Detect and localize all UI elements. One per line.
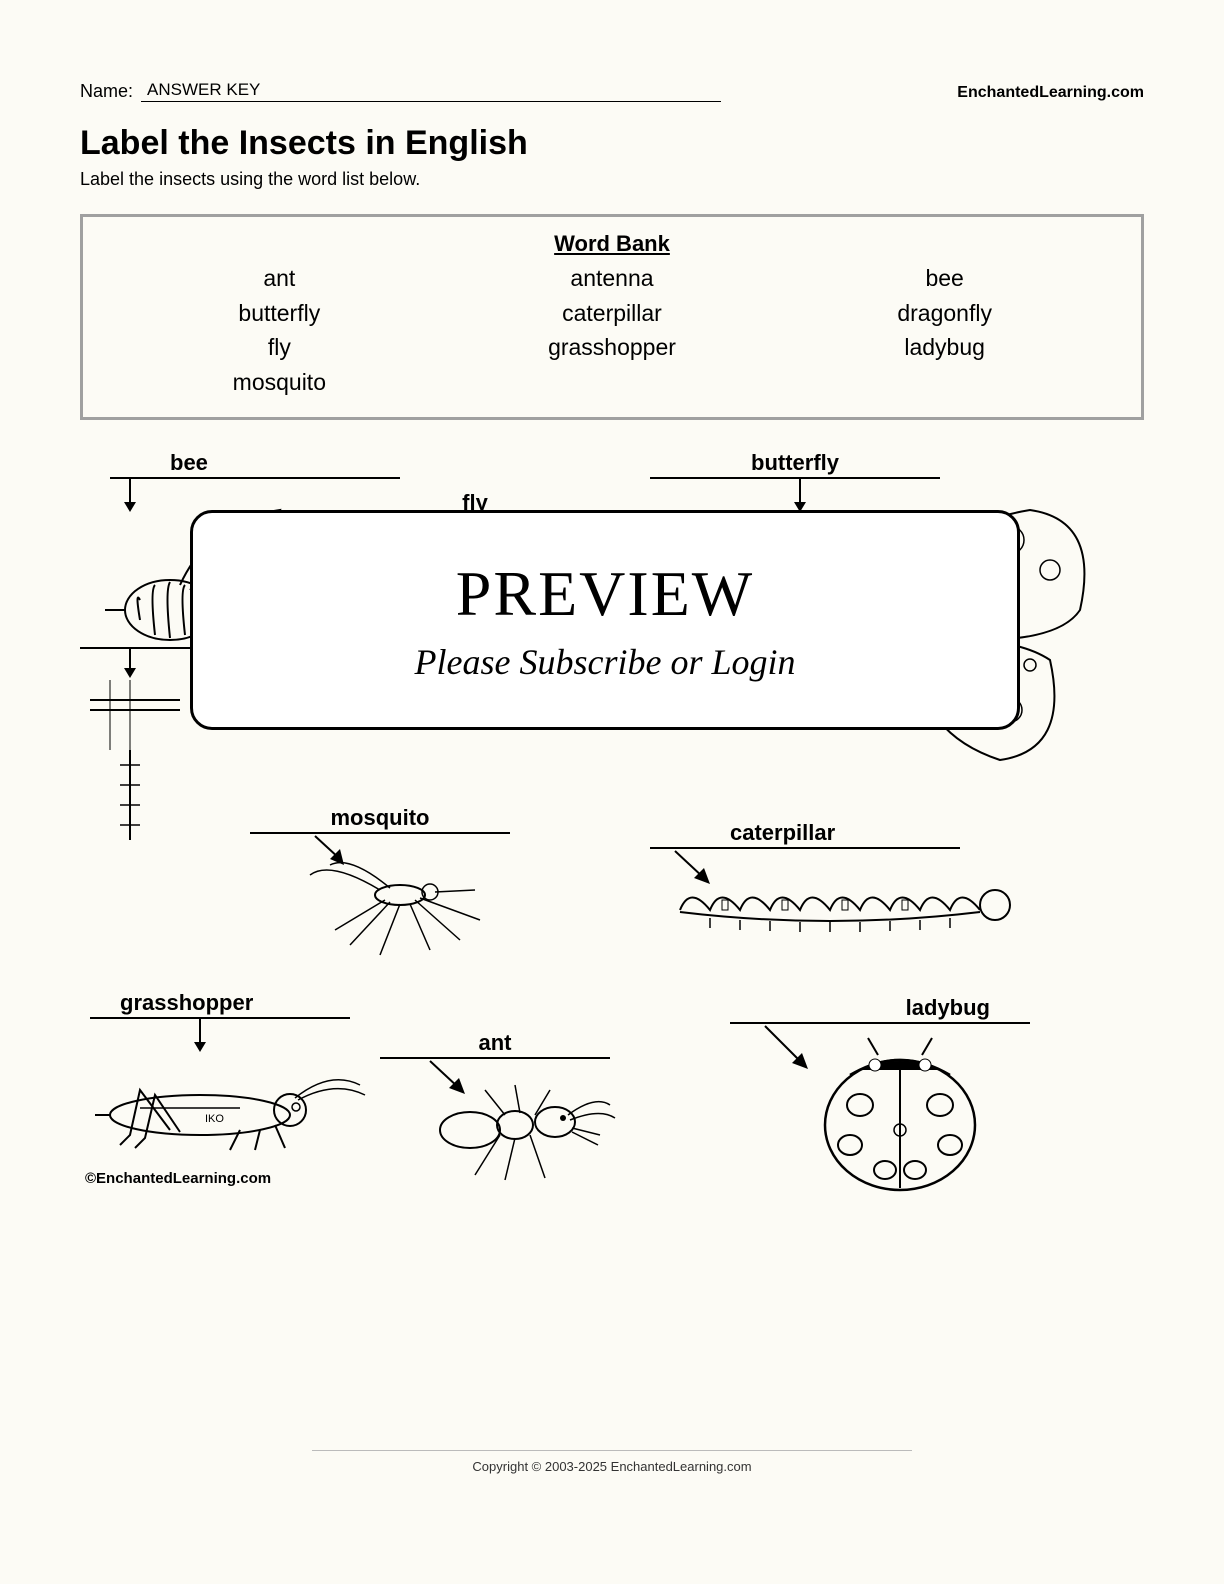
wordbank-word: butterfly: [113, 296, 446, 331]
label-ladybug: ladybug: [730, 995, 1030, 1024]
diagram-copyright: ©EnchantedLearning.com: [85, 1170, 271, 1187]
site-label: EnchantedLearning.com: [957, 84, 1144, 102]
wordbank-word: ant: [113, 261, 446, 296]
wordbank-word: ladybug: [778, 330, 1111, 365]
wordbank-word: caterpillar: [446, 296, 779, 331]
diagram-area: bee fly butterfly: [80, 450, 1144, 1190]
wordbank-word: fly: [113, 330, 446, 365]
caterpillar-icon: [660, 870, 1030, 950]
ladybug-icon: [790, 1030, 1010, 1200]
name-value: ANSWER KEY: [141, 80, 721, 102]
footer-copyright: Copyright © 2003-2025 EnchantedLearning.…: [312, 1450, 912, 1474]
preview-overlay: PREVIEW Please Subscribe or Login: [190, 510, 1020, 730]
wordbank-word: bee: [778, 261, 1111, 296]
wordbank-grid: ant butterfly fly mosquito antenna cater…: [113, 261, 1111, 399]
antenna-icon: [110, 750, 150, 850]
wordbank-title: Word Bank: [113, 231, 1111, 257]
dragonfly-icon: [80, 670, 200, 760]
label-ant: ant: [380, 1030, 610, 1059]
page-subtitle: Label the insects using the word list be…: [80, 169, 1144, 190]
wordbank-word: mosquito: [113, 365, 446, 400]
header-row: Name: ANSWER KEY EnchantedLearning.com: [80, 80, 1144, 102]
wordbank-word: dragonfly: [778, 296, 1111, 331]
label-grasshopper: grasshopper: [90, 990, 350, 1019]
preview-title: PREVIEW: [456, 557, 754, 631]
wordbank-col-3: bee dragonfly ladybug: [778, 261, 1111, 399]
preview-subtitle: Please Subscribe or Login: [415, 641, 796, 683]
wordbank: Word Bank ant butterfly fly mosquito ant…: [80, 214, 1144, 420]
name-section: Name: ANSWER KEY: [80, 80, 721, 102]
worksheet-page: Name: ANSWER KEY EnchantedLearning.com L…: [0, 0, 1224, 1230]
name-label: Name:: [80, 81, 133, 102]
label-butterfly: butterfly: [650, 450, 940, 479]
label-bee: bee: [110, 450, 400, 479]
wordbank-col-2: antenna caterpillar grasshopper: [446, 261, 779, 399]
wordbank-word: antenna: [446, 261, 779, 296]
mosquito-icon: [280, 840, 510, 970]
page-title: Label the Insects in English: [80, 124, 1144, 163]
wordbank-col-1: ant butterfly fly mosquito: [113, 261, 446, 399]
ant-icon: [400, 1070, 650, 1190]
wordbank-word: grasshopper: [446, 330, 779, 365]
svg-text:IKO: IKO: [205, 1113, 224, 1125]
label-caterpillar: caterpillar: [650, 820, 960, 849]
grasshopper-icon: IKO: [80, 1040, 380, 1170]
label-mosquito: mosquito: [250, 805, 510, 834]
arrow-icon: [790, 478, 810, 513]
